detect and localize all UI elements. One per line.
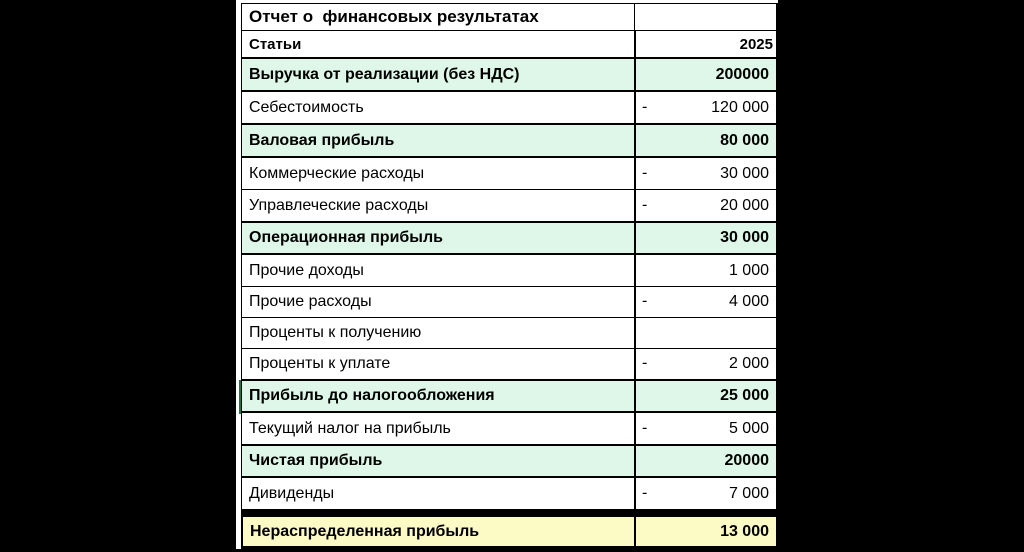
value-text: 80 000 [720,131,769,149]
row-label-cell[interactable]: Валовая прибыль [249,131,395,149]
row-label-cell[interactable]: Себестоимость [249,98,364,116]
value-text: 30 000 [720,164,769,182]
row-value-cell[interactable]: - 20 000 [634,190,776,221]
row-value-cell[interactable]: - 7 000 [634,478,776,509]
value-text: 4 000 [728,293,769,310]
value-text: 2 000 [728,355,769,372]
row-value-cell[interactable]: - 4 000 [634,287,776,317]
row-label-cell[interactable]: Текущий налог на прибыль [249,419,451,437]
value-text: 120 000 [711,98,769,116]
table-header-row: Статьи 2025 [241,31,778,59]
row-value-cell[interactable]: - 120 000 [634,92,776,123]
row-value-cell[interactable]: - 2 000 [634,349,776,379]
row-value-cell[interactable]: 80 000 [634,125,776,156]
minus-sign: - [642,483,648,501]
table-row-other-expenses: Прочие расходы - 4 000 [241,287,778,318]
income-statement-table: Отчет о финансовых результатах Статьи 20… [241,0,778,549]
table-row-dividends: Дивиденды - 7 000 [241,478,778,510]
table-row-revenue: Выручка от реализации (без НДС) 200000 [241,59,778,92]
row-value-cell[interactable]: 25 000 [634,381,776,411]
table-row-title: Отчет о финансовых результатах [241,3,778,31]
minus-sign: - [642,163,648,181]
table-row-retained-earnings: Нераспределенная прибыль 13 000 [241,514,778,549]
header-articles-cell[interactable]: Статьи [249,35,302,53]
table-row-commercial-expenses: Коммерческие расходы - 30 000 [241,158,778,190]
row-label-cell[interactable]: Дивиденды [249,484,335,502]
table-row-operating-profit: Операционная прибыль 30 000 [241,223,778,255]
row-label-cell[interactable]: Проценты к уплате [249,355,391,372]
value-text: 5 000 [728,419,769,437]
value-text: 25 000 [720,387,769,404]
table-row-profit-before-tax: Прибыль до налогообложения 25 000 [241,381,778,413]
table-row-income-tax: Текущий налог на прибыль - 5 000 [241,413,778,446]
row-label-cell[interactable]: Коммерческие расходы [249,164,425,182]
table-row-cogs: Себестоимость - 120 000 [241,92,778,125]
value-text: 7 000 [728,484,769,502]
row-label-cell[interactable]: Управлеческие расходы [249,196,429,214]
value-text: 30 000 [720,229,769,246]
value-text: 13 000 [720,522,769,540]
row-label-cell[interactable]: Прочие доходы [249,261,364,279]
row-value-cell[interactable]: 20000 [634,446,776,476]
minus-sign: - [642,354,648,372]
value-text: 200000 [715,65,769,83]
minus-sign: - [642,97,648,115]
row-value-cell[interactable]: 13 000 [634,517,776,546]
value-text: 20 000 [720,196,769,214]
row-value-cell[interactable]: - 30 000 [634,158,776,189]
table-row-admin-expenses: Управлеческие расходы - 20 000 [241,190,778,223]
row-label-cell[interactable]: Выручка от реализации (без НДС) [249,65,520,83]
row-label-cell[interactable]: Нераспределенная прибыль [250,522,480,540]
minus-sign: - [642,195,648,213]
row-label-cell[interactable]: Операционная прибыль [249,229,443,246]
row-label-cell[interactable]: Чистая прибыль [249,452,383,469]
row-label-cell[interactable]: Прибыль до налогообложения [249,387,495,404]
table-row-gross-profit: Валовая прибыль 80 000 [241,125,778,158]
row-value-cell[interactable]: 200000 [634,59,776,90]
header-year-cell[interactable]: 2025 [634,31,776,57]
table-row-other-income: Прочие доходы 1 000 [241,255,778,287]
title-empty-cell[interactable] [634,4,776,30]
row-value-cell[interactable] [634,318,776,348]
row-value-cell[interactable]: 1 000 [634,255,776,286]
value-text: 1 000 [728,261,769,279]
value-text: 20000 [724,452,770,469]
row-value-cell[interactable]: 30 000 [634,223,776,253]
table-row-interest-receivable: Проценты к получению [241,318,778,349]
table-row-interest-payable: Проценты к уплате - 2 000 [241,349,778,381]
minus-sign: - [642,292,648,310]
row-label-cell[interactable]: Проценты к получению [249,324,422,341]
table-row-net-profit: Чистая прибыль 20000 [241,446,778,478]
sheet-edge-sliver [236,0,241,549]
row-value-cell[interactable]: - 5 000 [634,413,776,444]
row-label-cell[interactable]: Прочие расходы [249,293,372,310]
report-title-cell[interactable]: Отчет о финансовых результатах [249,7,539,26]
minus-sign: - [642,418,648,436]
sheet-top-strip [241,0,778,3]
